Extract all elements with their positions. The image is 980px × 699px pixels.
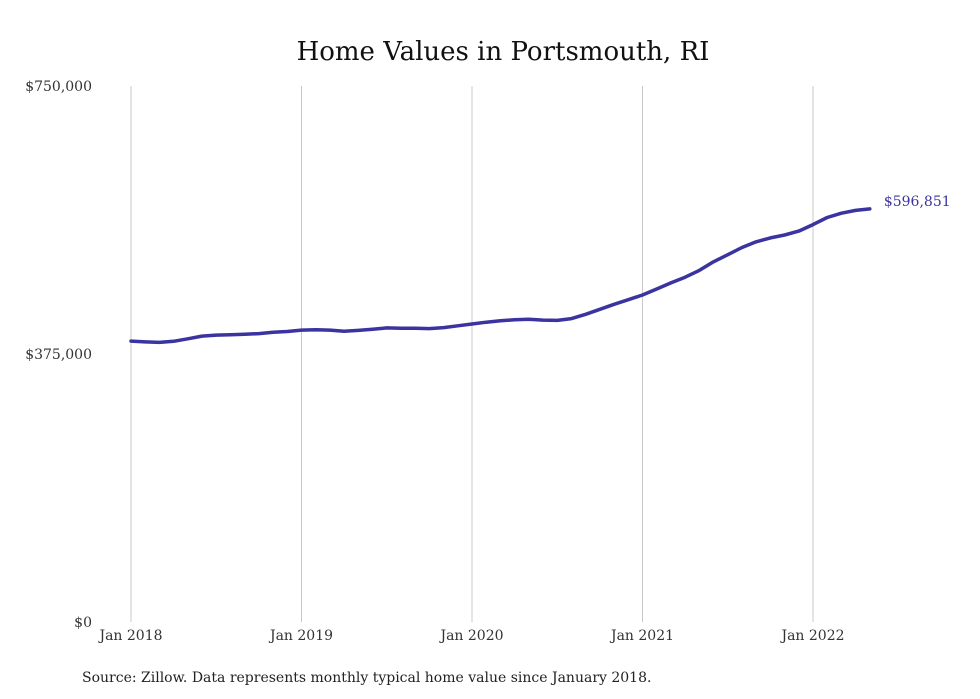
y-tick-label: $375,000 xyxy=(25,347,92,363)
chart-title: Home Values in Portsmouth, RI xyxy=(297,37,710,67)
y-axis-ticks: $0 $375,000 $750,000 xyxy=(25,79,92,631)
series-end-label: $596,851 xyxy=(884,194,951,210)
series-line xyxy=(129,207,872,345)
source-note: Source: Zillow. Data represents monthly … xyxy=(82,670,651,686)
x-axis-ticks: Jan 2018 Jan 2019 Jan 2020 Jan 2021 Jan 2022 xyxy=(97,628,844,644)
x-tick-label: Jan 2021 xyxy=(609,628,674,644)
x-tick-label: Jan 2019 xyxy=(268,628,333,644)
y-tick-label: $0 xyxy=(74,615,92,631)
x-tick-label: Jan 2018 xyxy=(97,628,162,644)
x-tick-label: Jan 2022 xyxy=(779,628,844,644)
gridlines xyxy=(130,86,814,622)
x-tick-label: Jan 2020 xyxy=(438,628,503,644)
y-tick-label: $750,000 xyxy=(25,79,92,95)
series-layer: $596,851 xyxy=(129,194,951,345)
